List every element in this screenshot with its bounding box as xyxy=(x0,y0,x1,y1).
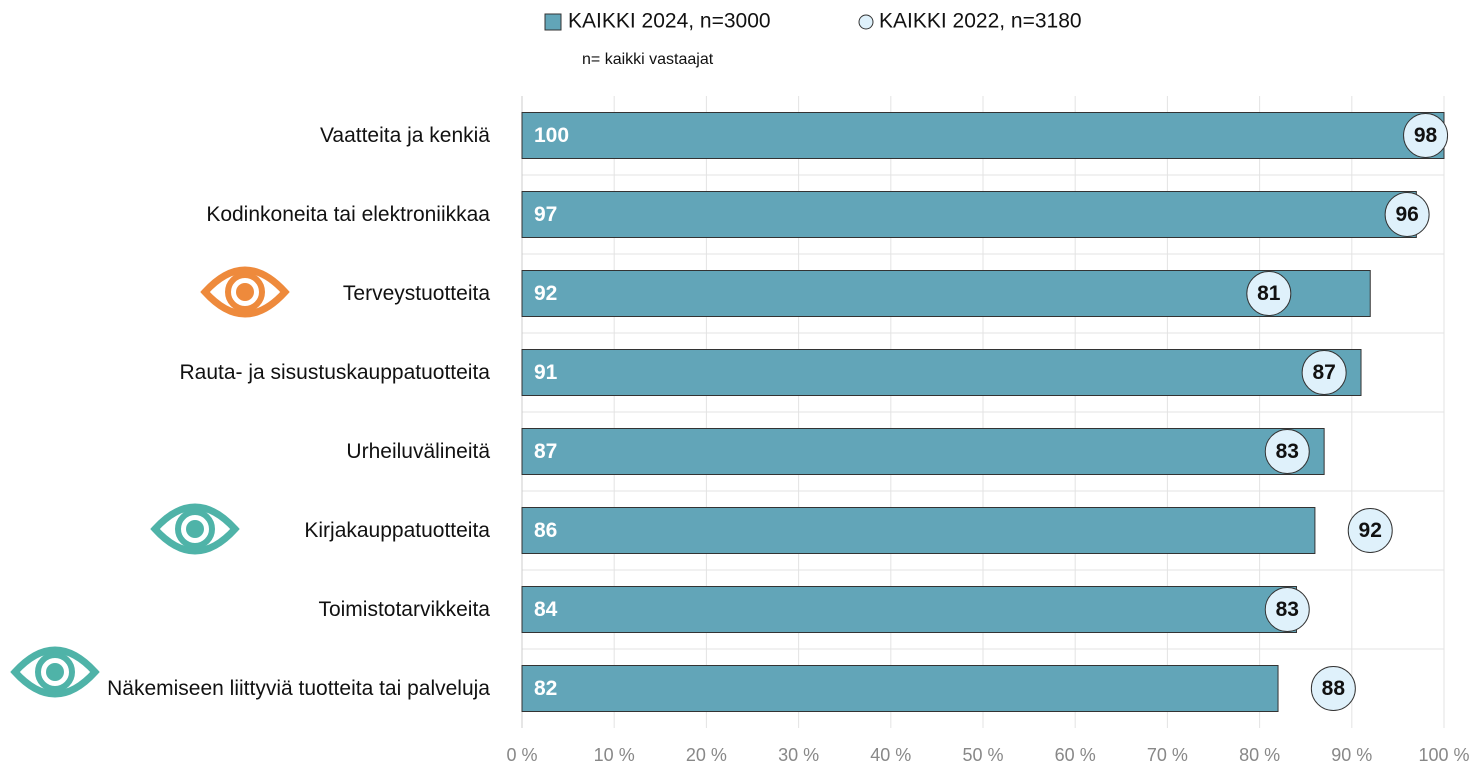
eye-icon xyxy=(10,646,100,698)
category-text: Terveystuotteita xyxy=(342,281,490,305)
x-tick-label: 40 % xyxy=(870,745,911,765)
legend-swatch xyxy=(544,13,562,31)
marker-value-label: 88 xyxy=(1322,677,1346,700)
bar-value-label: 91 xyxy=(534,361,558,384)
bar xyxy=(521,665,1279,712)
marker-value-label: 83 xyxy=(1276,440,1299,463)
category-text: Kirjakauppatuotteita xyxy=(304,518,490,542)
bar-value-label: 82 xyxy=(534,677,557,700)
category-label: Urheiluvälineitä xyxy=(10,439,490,465)
x-tick-label: 90 % xyxy=(1331,745,1372,765)
marker-value-label: 87 xyxy=(1312,361,1335,384)
marker xyxy=(1264,587,1310,632)
x-tick-label: 20 % xyxy=(686,745,727,765)
bar xyxy=(521,112,1445,159)
category-text: Kodinkoneita tai elektroniikkaa xyxy=(206,202,490,226)
x-tick-label: 70 % xyxy=(1147,745,1188,765)
x-tick-label: 0 % xyxy=(506,745,537,765)
category-text: Toimistotarvikkeita xyxy=(318,597,490,621)
marker xyxy=(1301,350,1347,395)
bar-value-label: 97 xyxy=(534,203,557,226)
bar xyxy=(521,270,1371,317)
bar-value-label: 86 xyxy=(534,519,557,542)
x-tick-label: 80 % xyxy=(1239,745,1280,765)
subtitle: n= kaikki vastaajat xyxy=(582,51,714,68)
x-tick-label: 60 % xyxy=(1055,745,1096,765)
marker xyxy=(1264,429,1310,474)
category-text: Näkemiseen liittyviä tuotteita tai palve… xyxy=(107,676,490,700)
marker-value-label: 92 xyxy=(1359,519,1382,542)
eye-icon xyxy=(200,266,290,318)
bar xyxy=(521,191,1417,238)
legend-label: KAIKKI 2024, n=3000 xyxy=(568,10,771,33)
bar xyxy=(521,586,1297,633)
x-tick-label: 100 % xyxy=(1418,745,1469,765)
category-label: Kirjakauppatuotteita xyxy=(10,518,490,544)
bar-value-label: 87 xyxy=(534,440,557,463)
marker-value-label: 83 xyxy=(1276,598,1299,621)
marker-value-label: 96 xyxy=(1395,203,1418,226)
category-text: Vaatteita ja kenkiä xyxy=(319,123,490,147)
marker xyxy=(1310,666,1356,711)
category-label: Kodinkoneita tai elektroniikkaa xyxy=(10,202,490,228)
x-tick-label: 10 % xyxy=(594,745,635,765)
category-label: Näkemiseen liittyviä tuotteita tai palve… xyxy=(10,676,490,702)
category-label: Rauta- ja sisustuskauppatuotteita xyxy=(10,360,490,386)
marker xyxy=(1403,113,1449,158)
bar xyxy=(521,349,1362,396)
x-tick-label: 30 % xyxy=(778,745,819,765)
bar xyxy=(521,507,1316,554)
category-label: Toimistotarvikkeita xyxy=(10,597,490,623)
legend-label: KAIKKI 2022, n=3180 xyxy=(879,10,1082,33)
marker-value-label: 98 xyxy=(1414,124,1438,147)
x-tick-label: 50 % xyxy=(962,745,1003,765)
marker-value-label: 81 xyxy=(1257,282,1281,305)
bar-value-label: 92 xyxy=(534,282,557,305)
marker xyxy=(1384,192,1430,237)
eye-icon xyxy=(150,503,240,555)
category-label: Terveystuotteita xyxy=(10,281,490,307)
category-text: Urheiluvälineitä xyxy=(346,439,490,463)
marker xyxy=(1246,271,1292,316)
marker xyxy=(1347,508,1393,553)
bar-value-label: 84 xyxy=(534,598,558,621)
category-label: Vaatteita ja kenkiä xyxy=(10,123,490,149)
legend-swatch xyxy=(858,14,874,30)
bar-value-label: 100 xyxy=(534,124,569,147)
bar xyxy=(521,428,1325,475)
category-text: Rauta- ja sisustuskauppatuotteita xyxy=(179,360,490,384)
